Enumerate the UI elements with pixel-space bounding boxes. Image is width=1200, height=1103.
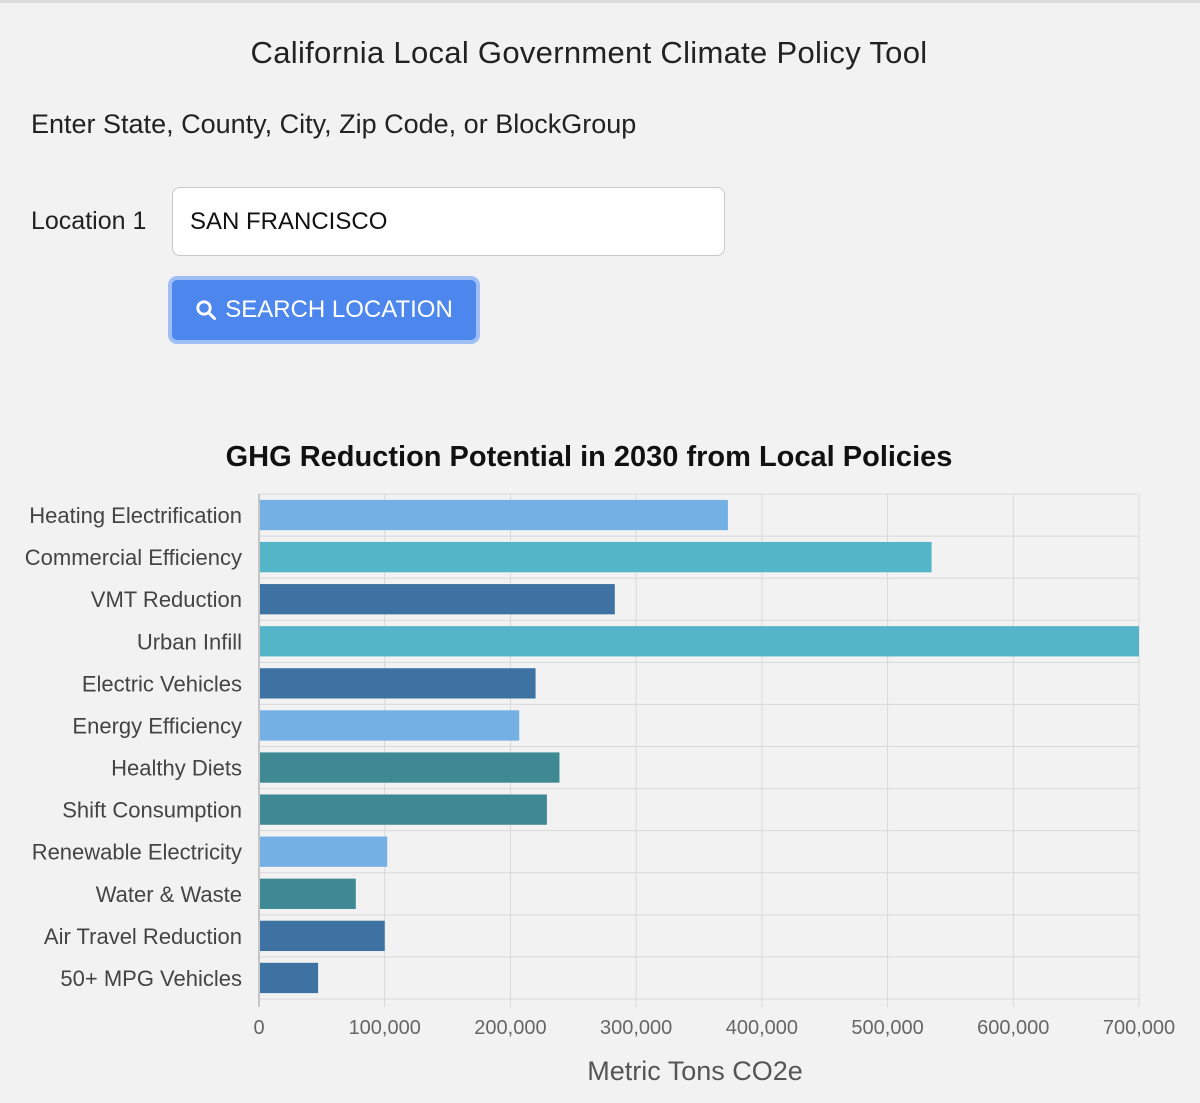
category-label: Electric Vehicles (82, 671, 242, 696)
bar (260, 878, 356, 909)
category-label: Air Travel Reduction (44, 924, 242, 949)
x-tick-labels: 0 100,000 200,000 300,000 400,000 500,000 600,… (253, 1017, 1175, 1039)
x-tick-label: 700,000 (1103, 1017, 1175, 1039)
app-title: California Local Government Climate Poli… (250, 35, 928, 70)
chart-title: GHG Reduction Potential in 2030 from Loc… (226, 441, 953, 473)
x-tick-label: 600,000 (977, 1017, 1049, 1039)
ghg-chart: Heating Electrification Commercial Effici… (0, 428, 1200, 1098)
bar (260, 584, 615, 615)
x-tick-label: 0 (253, 1017, 264, 1039)
location-1-input[interactable] (172, 187, 725, 256)
bars (260, 499, 1139, 994)
category-label: 50+ MPG Vehicles (60, 966, 242, 991)
x-tick-label: 500,000 (851, 1017, 923, 1039)
bar (260, 626, 1139, 657)
bar (260, 920, 385, 952)
search-location-button[interactable]: SEARCH LOCATION (168, 276, 480, 344)
category-label: Urban Infill (137, 629, 242, 654)
bar (260, 962, 319, 994)
x-tick-label: 300,000 (600, 1017, 672, 1039)
bar (260, 541, 932, 573)
category-label: Healthy Diets (111, 756, 242, 781)
category-label: Water & Waste (96, 882, 242, 907)
search-icon (195, 299, 217, 321)
category-labels: Heating Electrification Commercial Effici… (25, 503, 242, 991)
x-tick-label: 100,000 (349, 1017, 421, 1039)
bar (260, 668, 536, 699)
category-label: Commercial Efficiency (25, 545, 242, 570)
location-1-label: Location 1 (31, 207, 147, 235)
category-label: Renewable Electricity (32, 840, 242, 865)
x-tick-label: 400,000 (726, 1017, 798, 1039)
x-axis-label: Metric Tons CO2e (587, 1056, 803, 1086)
search-location-label: SEARCH LOCATION (225, 296, 453, 323)
bar (260, 752, 560, 783)
bar (260, 499, 728, 531)
x-tick-label: 200,000 (474, 1017, 546, 1039)
category-label: Heating Electrification (29, 503, 242, 528)
bar (260, 794, 547, 825)
category-label: Energy Efficiency (72, 713, 242, 738)
category-label: VMT Reduction (91, 587, 242, 612)
ghg-chart-svg: Heating Electrification Commercial Effici… (25, 441, 1175, 1086)
bar (260, 836, 388, 867)
bar (260, 710, 520, 741)
grid (258, 493, 1140, 1007)
search-prompt: Enter State, County, City, Zip Code, or … (31, 109, 637, 139)
category-label: Shift Consumption (62, 798, 242, 823)
